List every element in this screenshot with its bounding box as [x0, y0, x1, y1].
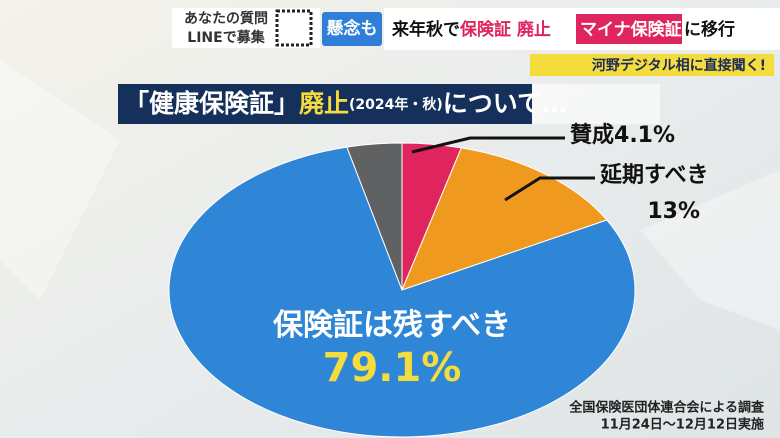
- highlight-tail: に移行: [684, 19, 735, 40]
- title-part: (2024年・秋): [349, 96, 443, 113]
- category-label: 延期すべき: [599, 163, 708, 188]
- title-part: 「健康保険証」: [124, 89, 299, 118]
- tag-box: [322, 12, 382, 46]
- sub-box: [530, 54, 774, 76]
- value-label: 4.1%: [614, 123, 675, 148]
- leader-line: [504, 176, 595, 202]
- pie-slice: [346, 142, 403, 291]
- qr-code: [275, 9, 313, 47]
- value-label: 13%: [647, 199, 700, 224]
- source: 全国保険医団体連合会による調査: [568, 400, 765, 416]
- pie-slice: [168, 146, 636, 438]
- slice-label: 賛成4.1%: [570, 123, 675, 148]
- sub: 河野デジタル相に直接聞く!: [592, 57, 766, 74]
- value-label: 79.1%: [323, 345, 462, 391]
- headline: 来年秋で保険証 廃止: [391, 19, 551, 40]
- highlight: マイナ保険証: [580, 19, 682, 40]
- bg-shape: [0, 60, 120, 300]
- chart-title: 「健康保険証」廃止(2024年・秋)について…: [124, 89, 567, 118]
- slice-label: 保険証は残すべき: [273, 308, 511, 343]
- source: 11月24日〜12月12日実施: [601, 417, 764, 433]
- title-box: [118, 84, 532, 124]
- bg-shape: [640, 170, 780, 330]
- headline-part: 保険証 廃止: [459, 19, 551, 40]
- leader-line: [411, 136, 565, 154]
- headline-part: 来年秋で: [391, 19, 460, 40]
- line-text: あなたの質問: [184, 10, 268, 27]
- pie-slice: [401, 147, 608, 291]
- category-label: 賛成: [570, 123, 614, 148]
- slice-label: 延期すべき: [599, 163, 708, 188]
- highlight-box: [576, 14, 682, 44]
- tag: 懸念も: [327, 18, 378, 39]
- title-part: 廃止: [299, 89, 349, 118]
- line-text: LINEで募集: [187, 29, 265, 46]
- title-part: について…: [443, 89, 567, 118]
- category-label: 保険証は残すべき: [273, 308, 511, 343]
